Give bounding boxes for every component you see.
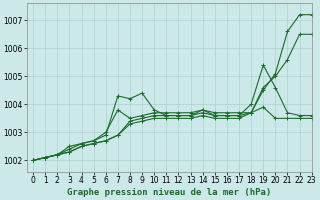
X-axis label: Graphe pression niveau de la mer (hPa): Graphe pression niveau de la mer (hPa) <box>67 188 271 197</box>
